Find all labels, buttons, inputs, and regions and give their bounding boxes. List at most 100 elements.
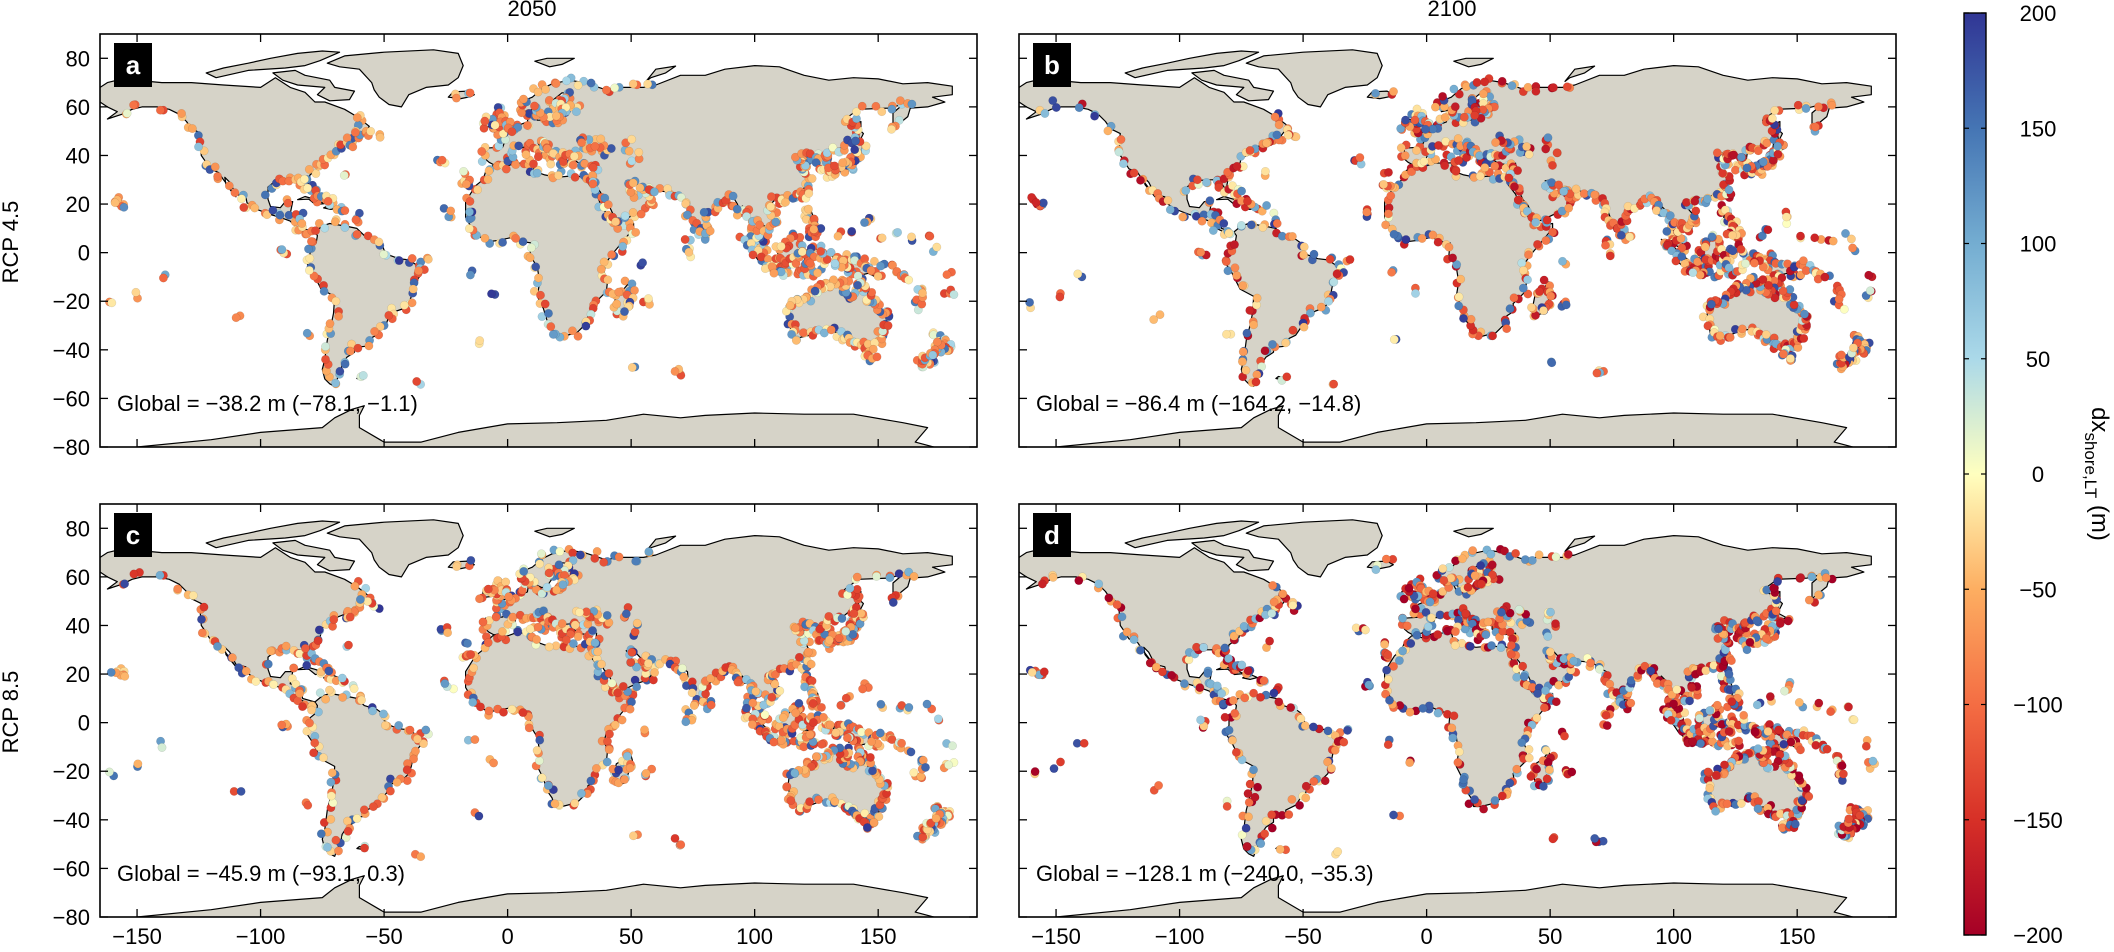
shoreline-point (1595, 664, 1605, 674)
shoreline-point (628, 178, 638, 188)
shoreline-point (1245, 146, 1255, 155)
shoreline-point (325, 685, 334, 695)
shoreline-point (1410, 115, 1420, 125)
shoreline-point (1796, 573, 1806, 583)
shoreline-point (487, 289, 496, 299)
shoreline-point (631, 227, 641, 237)
shoreline-point (1428, 589, 1438, 599)
shoreline-point (465, 207, 474, 217)
shoreline-point (766, 192, 776, 202)
shoreline-point (1283, 130, 1293, 140)
shoreline-point (475, 336, 485, 346)
shoreline-point (769, 737, 779, 747)
shoreline-point (831, 728, 841, 738)
shoreline-point (1764, 280, 1773, 290)
shoreline-point (791, 623, 800, 633)
shoreline-point (1223, 167, 1233, 177)
shoreline-point (628, 208, 638, 217)
shoreline-point (603, 275, 613, 285)
shoreline-point (1287, 794, 1297, 804)
shoreline-point (1742, 163, 1752, 173)
shoreline-point (1782, 212, 1791, 222)
shoreline-point (1450, 640, 1460, 650)
y-tick-label: −60 (53, 386, 90, 411)
shoreline-point (407, 298, 417, 308)
land-polygon (1453, 527, 1494, 538)
shoreline-point (158, 273, 168, 283)
shoreline-point (370, 327, 380, 336)
shoreline-point (1532, 713, 1542, 723)
shoreline-point (766, 202, 776, 212)
shoreline-point (828, 143, 838, 153)
shoreline-point (1301, 781, 1311, 791)
shoreline-point (1236, 221, 1246, 230)
shoreline-point (1258, 222, 1268, 232)
shoreline-point (407, 254, 417, 263)
shoreline-point (177, 109, 186, 118)
shoreline-point (561, 635, 571, 645)
shoreline-point (1685, 696, 1695, 706)
y-tick-label: −40 (53, 338, 90, 363)
shoreline-point (379, 249, 389, 259)
shoreline-point (570, 798, 580, 808)
shoreline-point (1827, 100, 1837, 110)
shoreline-point (529, 286, 539, 296)
shoreline-point (817, 702, 826, 712)
shoreline-point (385, 786, 395, 796)
global-mean-text-b: Global = −86.4 m (−164.2, −14.8) (1036, 391, 1361, 416)
shoreline-point (826, 325, 836, 335)
shoreline-point (1167, 670, 1177, 680)
shoreline-point (1475, 171, 1485, 181)
shoreline-point (1384, 167, 1393, 177)
shoreline-point (1425, 597, 1435, 607)
land-polygon (1453, 57, 1494, 68)
shoreline-point (1541, 236, 1551, 246)
shoreline-point (1490, 796, 1500, 806)
shoreline-point (1507, 81, 1517, 91)
shoreline-point (877, 233, 887, 243)
shoreline-point (679, 672, 689, 682)
shoreline-point (1165, 205, 1175, 215)
shoreline-point (1592, 368, 1602, 378)
shoreline-point (1531, 86, 1541, 96)
shoreline-point (888, 598, 898, 607)
shoreline-point (120, 579, 130, 589)
land-layer (1019, 49, 1872, 447)
shoreline-point (1616, 230, 1626, 240)
shoreline-point (1433, 708, 1443, 718)
shoreline-point (790, 768, 800, 778)
shoreline-point (1433, 630, 1443, 640)
shoreline-point (358, 371, 368, 380)
shoreline-point (865, 752, 875, 762)
shoreline-point (1419, 156, 1429, 166)
shoreline-point (1770, 106, 1780, 115)
shoreline-point (1325, 254, 1335, 264)
shoreline-point (551, 111, 561, 121)
shoreline-point (535, 735, 545, 745)
shoreline-point (133, 759, 143, 769)
shoreline-point (705, 226, 715, 236)
land-polygon (1124, 50, 1260, 79)
shoreline-point (631, 556, 641, 566)
shoreline-point (340, 223, 350, 232)
shoreline-point (1224, 725, 1234, 735)
shoreline-point (1287, 231, 1297, 241)
shoreline-point (1677, 243, 1687, 253)
shoreline-point (807, 174, 817, 184)
shoreline-point (263, 659, 273, 669)
shoreline-point (570, 620, 580, 630)
shoreline-point (1309, 249, 1319, 259)
shoreline-point (302, 660, 312, 670)
shoreline-point (573, 331, 583, 341)
shoreline-point (1646, 666, 1656, 676)
shoreline-point (577, 789, 586, 798)
shoreline-point (627, 363, 637, 372)
shoreline-point (1129, 635, 1139, 645)
shoreline-point (942, 270, 952, 280)
shoreline-point (544, 568, 554, 578)
land-polygon (1191, 69, 1275, 102)
shoreline-point (468, 697, 478, 707)
shoreline-point (785, 301, 795, 310)
shoreline-point (620, 307, 629, 317)
panel-letter-a: a (126, 50, 141, 80)
